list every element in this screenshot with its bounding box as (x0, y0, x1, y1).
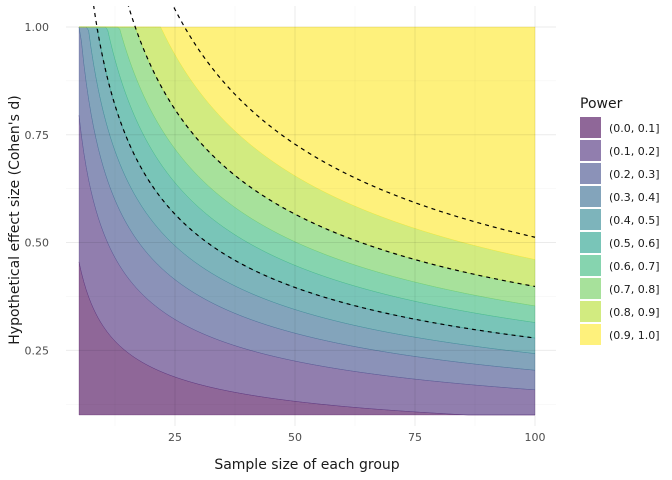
legend-label: (0.9, 1.0] (609, 329, 660, 342)
legend-swatch (580, 324, 601, 345)
legend-label: (0.7, 0.8] (609, 283, 660, 296)
x-tick-label: 50 (288, 431, 302, 444)
legend-swatch (580, 163, 601, 184)
legend-label: (0.1, 0.2] (609, 145, 660, 158)
y-tick-label: 0.25 (25, 344, 50, 357)
power-contour-line-1 (127, 6, 536, 288)
legend: (0.0, 0.1] (0.1, 0.2] (0.2, 0.3] (0.3, 0.4]… (580, 117, 660, 345)
x-tick-label: 25 (168, 431, 182, 444)
y-tick-label: 1.00 (25, 21, 50, 34)
legend-label: (0.6, 0.7] (609, 260, 660, 273)
power-band-9 (79, 26, 536, 260)
legend-swatch (580, 255, 601, 276)
y-tick-label: 0.75 (25, 129, 50, 142)
legend-label: (0.2, 0.3] (609, 168, 660, 181)
legend-swatch (580, 209, 601, 230)
plot-grid (66, 6, 556, 426)
y-axis-ticks: 0.25 0.50 0.75 1.00 (25, 21, 50, 357)
legend-swatch (580, 140, 601, 161)
legend-label: (0.8, 0.9] (609, 306, 660, 319)
power-contour-lines (93, 6, 536, 339)
x-tick-label: 75 (408, 431, 422, 444)
legend-swatch (580, 232, 601, 253)
power-bands (78, 26, 536, 416)
legend-title: Power (580, 96, 623, 112)
x-tick-label: 100 (525, 431, 546, 444)
legend-label: (0.0, 0.1] (609, 122, 660, 135)
legend-label: (0.4, 0.5] (609, 214, 660, 227)
power-contour-line-2 (172, 6, 536, 238)
x-axis-title: Sample size of each group (214, 457, 399, 473)
legend-swatch (580, 278, 601, 299)
y-tick-label: 0.50 (25, 237, 50, 250)
legend-label: (0.5, 0.6] (609, 237, 660, 250)
legend-swatch (580, 117, 601, 138)
y-axis-title: Hypothetical effect size (Cohen's d) (7, 95, 23, 344)
legend-label: (0.3, 0.4] (609, 191, 660, 204)
legend-swatch (580, 186, 601, 207)
power-contour-line-0 (93, 6, 536, 339)
x-axis-ticks: 25 50 75 100 (168, 431, 546, 444)
legend-swatch (580, 301, 601, 322)
